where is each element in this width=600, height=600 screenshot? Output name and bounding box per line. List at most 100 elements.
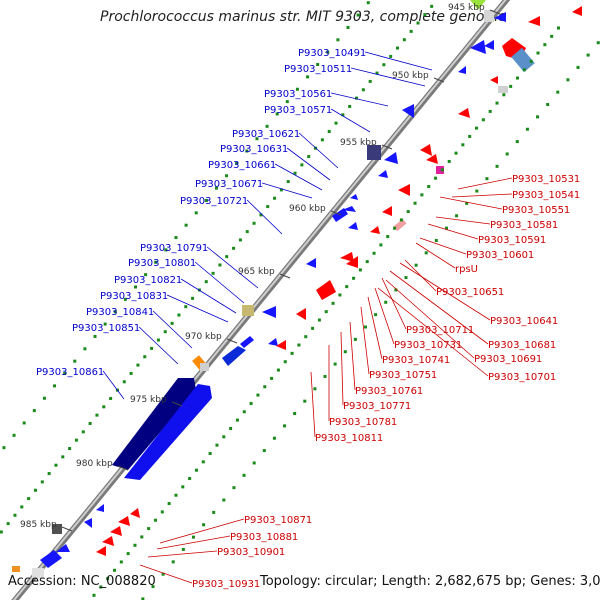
gene-red-p[interactable] bbox=[110, 526, 122, 536]
reverse-gene-label[interactable]: P9303_10731 bbox=[394, 340, 462, 351]
gene-red-top-b[interactable] bbox=[572, 6, 582, 16]
gene-red-g[interactable] bbox=[398, 184, 410, 196]
gene-forward-b[interactable] bbox=[240, 336, 254, 348]
gene-red-l[interactable] bbox=[316, 280, 336, 300]
gene-pink[interactable] bbox=[393, 218, 407, 232]
gene-forward-o[interactable] bbox=[484, 40, 494, 50]
gene-forward-m[interactable] bbox=[458, 66, 466, 74]
gene-forward-r[interactable] bbox=[96, 504, 104, 512]
gene-forward-j[interactable] bbox=[384, 152, 398, 164]
reverse-gene-label[interactable]: P9303_10681 bbox=[488, 340, 556, 351]
forward-gene-label[interactable]: P9303_10571 bbox=[264, 105, 332, 116]
forward-gene-label[interactable]: P9303_10491 bbox=[298, 48, 366, 59]
reverse-gene-label[interactable]: P9303_10531 bbox=[512, 174, 580, 185]
gene-lightgray-bottom[interactable] bbox=[32, 568, 44, 578]
gene-red-h[interactable] bbox=[382, 206, 392, 216]
gc-dot bbox=[238, 238, 242, 242]
gene-olive[interactable] bbox=[242, 305, 254, 316]
gc-dot bbox=[202, 523, 206, 527]
gene-forward-q[interactable] bbox=[84, 518, 92, 528]
gene-forward-g[interactable] bbox=[342, 206, 356, 212]
reverse-gene-label[interactable]: P9303_10741 bbox=[382, 355, 450, 366]
forward-gene-label[interactable]: P9303_10621 bbox=[232, 129, 300, 140]
gc-dot bbox=[423, 13, 427, 17]
gene-dark-purple[interactable] bbox=[367, 145, 381, 160]
gene-red-i[interactable] bbox=[370, 226, 380, 234]
gene-lightgray-mid[interactable] bbox=[498, 86, 508, 93]
forward-gene-label[interactable]: P9303_10851 bbox=[72, 323, 140, 334]
reverse-gene-label[interactable]: P9303_10541 bbox=[512, 190, 580, 201]
gene-lightgray-top[interactable] bbox=[484, 10, 494, 22]
gene-magenta[interactable] bbox=[436, 166, 444, 174]
gc-dot bbox=[434, 238, 438, 242]
reverse-gene-label[interactable]: P9303_10751 bbox=[369, 370, 437, 381]
reverse-gene-label[interactable]: P9303_10781 bbox=[329, 417, 397, 428]
forward-gene-label[interactable]: P9303_10801 bbox=[128, 258, 196, 269]
gene-red-r[interactable] bbox=[96, 546, 106, 556]
gene-forward-d[interactable] bbox=[268, 338, 278, 346]
reverse-gene-label[interactable]: P9303_10931 bbox=[192, 579, 260, 590]
reverse-gene-label[interactable]: P9303_10901 bbox=[217, 547, 285, 558]
gc-dot bbox=[406, 210, 410, 214]
gene-red-m[interactable] bbox=[296, 308, 306, 320]
forward-gene-label[interactable]: P9303_10831 bbox=[100, 291, 168, 302]
reverse-gene-label[interactable]: P9303_10761 bbox=[355, 386, 423, 397]
gene-red-o[interactable] bbox=[118, 516, 130, 526]
gene-gray-small[interactable] bbox=[200, 363, 209, 371]
gene-red-f[interactable] bbox=[426, 154, 438, 164]
gene-forward-l[interactable] bbox=[402, 104, 414, 118]
gene-forward-c[interactable] bbox=[262, 306, 276, 318]
reverse-gene-label[interactable]: P9303_10551 bbox=[502, 205, 570, 216]
gene-red-top-a[interactable] bbox=[528, 16, 540, 26]
gene-forward-h[interactable] bbox=[350, 194, 358, 200]
gene-forward-e[interactable] bbox=[306, 258, 316, 268]
reverse-gene-label[interactable]: P9303_10691 bbox=[474, 354, 542, 365]
gene-forward-s[interactable] bbox=[40, 550, 62, 568]
gene-red-q[interactable] bbox=[102, 536, 114, 546]
reverse-gene-label[interactable]: P9303_10811 bbox=[315, 433, 383, 444]
gene-red-n[interactable] bbox=[276, 340, 286, 350]
gene-orange-bottom[interactable] bbox=[12, 566, 20, 572]
reverse-gene-label[interactable]: P9303_10711 bbox=[406, 325, 474, 336]
reverse-gene-label[interactable]: P9303_10871 bbox=[244, 515, 312, 526]
forward-gene-label[interactable]: P9303_10791 bbox=[140, 243, 208, 254]
gene-forward-i[interactable] bbox=[348, 222, 358, 230]
forward-gene-label[interactable]: P9303_10721 bbox=[180, 196, 248, 207]
gene-red-s[interactable] bbox=[130, 508, 140, 518]
gene-steelblue[interactable] bbox=[511, 47, 535, 73]
reverse-gene-label[interactable]: P9303_10651 bbox=[436, 287, 504, 298]
gene-red-c[interactable] bbox=[490, 76, 498, 84]
reverse-label-connector bbox=[156, 535, 231, 550]
gene-forward-n[interactable] bbox=[470, 40, 486, 54]
reverse-gene-label[interactable]: P9303_10591 bbox=[478, 235, 546, 246]
reverse-gene-label[interactable]: P9303_10581 bbox=[490, 220, 558, 231]
reverse-gene-label[interactable]: P9303_10641 bbox=[490, 316, 558, 327]
forward-gene-label[interactable]: P9303_10631 bbox=[220, 144, 288, 155]
reverse-gene-label[interactable]: P9303_10601 bbox=[466, 250, 534, 261]
reverse-gene-label[interactable]: P9303_10881 bbox=[230, 532, 298, 543]
gene-red-k[interactable] bbox=[346, 256, 358, 268]
forward-gene-label[interactable]: P9303_10821 bbox=[114, 275, 182, 286]
forward-gene-label[interactable]: P9303_10511 bbox=[284, 64, 352, 75]
forward-gene-label[interactable]: P9303_10861 bbox=[36, 367, 104, 378]
gene-forward-k[interactable] bbox=[378, 170, 388, 178]
gc-dot bbox=[214, 186, 218, 190]
gene-p9303-10851[interactable] bbox=[124, 384, 212, 480]
gene-p9303-10861[interactable] bbox=[112, 378, 196, 470]
forward-gene-label[interactable]: P9303_10661 bbox=[208, 160, 276, 171]
forward-gene-label[interactable]: P9303_10671 bbox=[195, 179, 263, 190]
gene-red-j[interactable] bbox=[340, 252, 354, 262]
gene-red-e[interactable] bbox=[420, 144, 432, 156]
gene-lime[interactable] bbox=[470, 0, 486, 10]
gene-forward-t[interactable] bbox=[56, 544, 70, 552]
gene-forward-p[interactable] bbox=[494, 12, 506, 22]
gene-red-d[interactable] bbox=[458, 108, 470, 118]
gc-dot bbox=[293, 171, 297, 175]
reverse-gene-label[interactable]: P9303_10771 bbox=[343, 401, 411, 412]
gene-forward-a[interactable] bbox=[222, 346, 246, 366]
forward-gene-label[interactable]: P9303_10561 bbox=[264, 89, 332, 100]
gene-darkgray[interactable] bbox=[52, 524, 62, 534]
reverse-gene-label[interactable]: rpsU bbox=[455, 264, 478, 275]
forward-gene-label[interactable]: P9303_10841 bbox=[86, 307, 154, 318]
reverse-gene-label[interactable]: P9303_10701 bbox=[488, 372, 556, 383]
